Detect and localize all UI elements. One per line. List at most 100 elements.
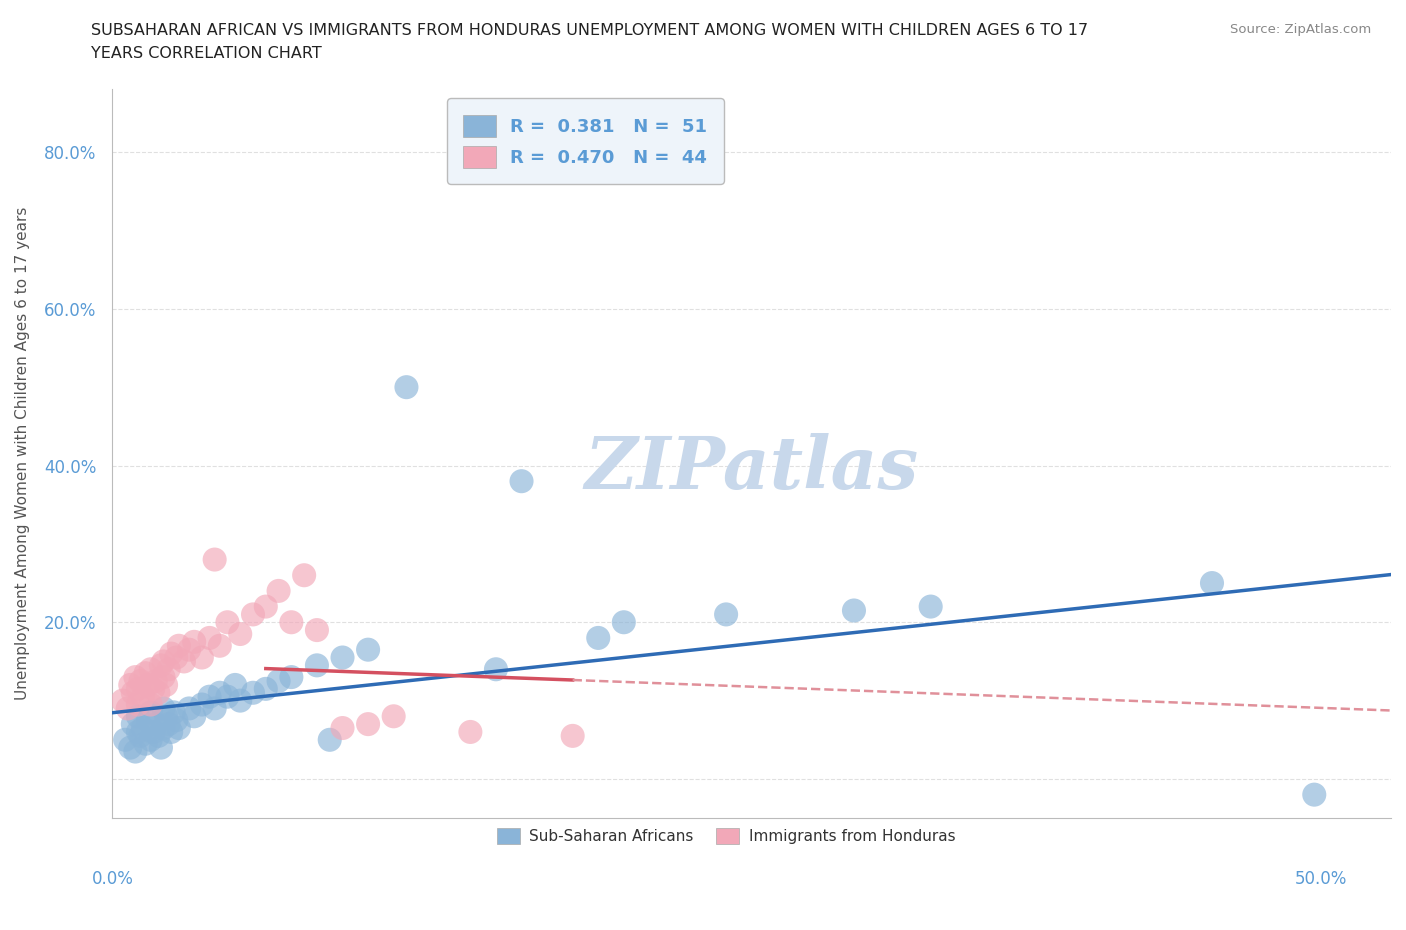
Point (357, 643, 380, 658)
Point (129, 673, 152, 688)
Point (357, 717, 380, 732)
Point (613, 615, 636, 630)
Point (135, 737, 157, 751)
Point (510, 473, 533, 488)
Point (152, 654, 174, 669)
Point (167, 721, 190, 736)
Point (198, 689, 221, 704)
Point (139, 698, 162, 712)
Point (139, 705, 162, 720)
Point (305, 623, 328, 638)
Point (204, 701, 226, 716)
Point (145, 717, 167, 732)
Point (332, 650, 354, 665)
Point (208, 638, 231, 653)
Point (191, 650, 214, 665)
Point (165, 712, 187, 727)
Point (204, 552, 226, 567)
Point (280, 670, 302, 684)
Point (120, 677, 142, 692)
Point (183, 634, 205, 649)
Point (157, 717, 180, 732)
Point (173, 654, 195, 669)
Point (152, 670, 174, 684)
Text: YEARS CORRELATION CHART: YEARS CORRELATION CHART (91, 46, 322, 61)
Point (217, 689, 239, 704)
Point (136, 677, 159, 692)
Text: ZIPatlas: ZIPatlas (585, 432, 918, 504)
Point (217, 615, 239, 630)
Point (145, 673, 167, 688)
Point (124, 670, 146, 684)
Point (224, 677, 246, 692)
Y-axis label: Unemployment Among Women with Children Ages 6 to 17 years: Unemployment Among Women with Children A… (15, 207, 30, 700)
Point (121, 685, 143, 700)
Point (332, 721, 354, 736)
Point (152, 721, 174, 736)
Point (136, 712, 159, 727)
Point (460, 724, 482, 739)
Point (382, 709, 405, 724)
Point (165, 650, 187, 665)
Point (920, 599, 942, 614)
Text: 50.0%: 50.0% (1295, 870, 1347, 888)
Point (586, 631, 609, 645)
Point (254, 682, 277, 697)
Point (148, 728, 170, 743)
Point (305, 658, 328, 672)
Point (183, 709, 205, 724)
Point (160, 724, 183, 739)
Point (292, 568, 315, 583)
Point (135, 666, 157, 681)
Point (139, 662, 162, 677)
Point (254, 599, 277, 614)
Point (1201, 576, 1223, 591)
Point (121, 717, 143, 732)
Point (132, 721, 155, 736)
Point (117, 701, 139, 716)
Point (127, 682, 149, 697)
Point (142, 724, 165, 739)
Point (485, 662, 508, 677)
Point (149, 658, 172, 672)
Point (120, 740, 142, 755)
Point (149, 740, 172, 755)
Point (127, 724, 149, 739)
Point (111, 693, 134, 708)
Text: SUBSAHARAN AFRICAN VS IMMIGRANTS FROM HONDURAS UNEMPLOYMENT AMONG WOMEN WITH CHI: SUBSAHARAN AFRICAN VS IMMIGRANTS FROM HO… (91, 23, 1088, 38)
Point (155, 709, 177, 724)
Point (1303, 787, 1326, 802)
Point (842, 603, 865, 618)
Point (127, 709, 149, 724)
Point (163, 705, 186, 720)
Point (114, 732, 136, 747)
Point (280, 615, 302, 630)
Point (267, 673, 290, 688)
Point (714, 607, 737, 622)
Point (208, 685, 231, 700)
Text: Source: ZipAtlas.com: Source: ZipAtlas.com (1230, 23, 1371, 36)
Point (142, 682, 165, 697)
Point (177, 643, 200, 658)
Point (395, 379, 418, 394)
Point (561, 728, 583, 743)
Point (152, 701, 174, 716)
Point (198, 631, 221, 645)
Point (267, 583, 290, 598)
Point (167, 638, 190, 653)
Point (148, 685, 170, 700)
Point (155, 677, 177, 692)
Point (242, 607, 264, 622)
Text: 0.0%: 0.0% (91, 870, 134, 888)
Legend: Sub-Saharan Africans, Immigrants from Honduras: Sub-Saharan Africans, Immigrants from Ho… (491, 822, 962, 851)
Point (229, 693, 252, 708)
Point (319, 732, 342, 747)
Point (129, 728, 152, 743)
Point (160, 646, 183, 661)
Point (132, 689, 155, 704)
Point (242, 685, 264, 700)
Point (229, 627, 252, 642)
Point (124, 744, 146, 759)
Point (191, 698, 214, 712)
Point (127, 698, 149, 712)
